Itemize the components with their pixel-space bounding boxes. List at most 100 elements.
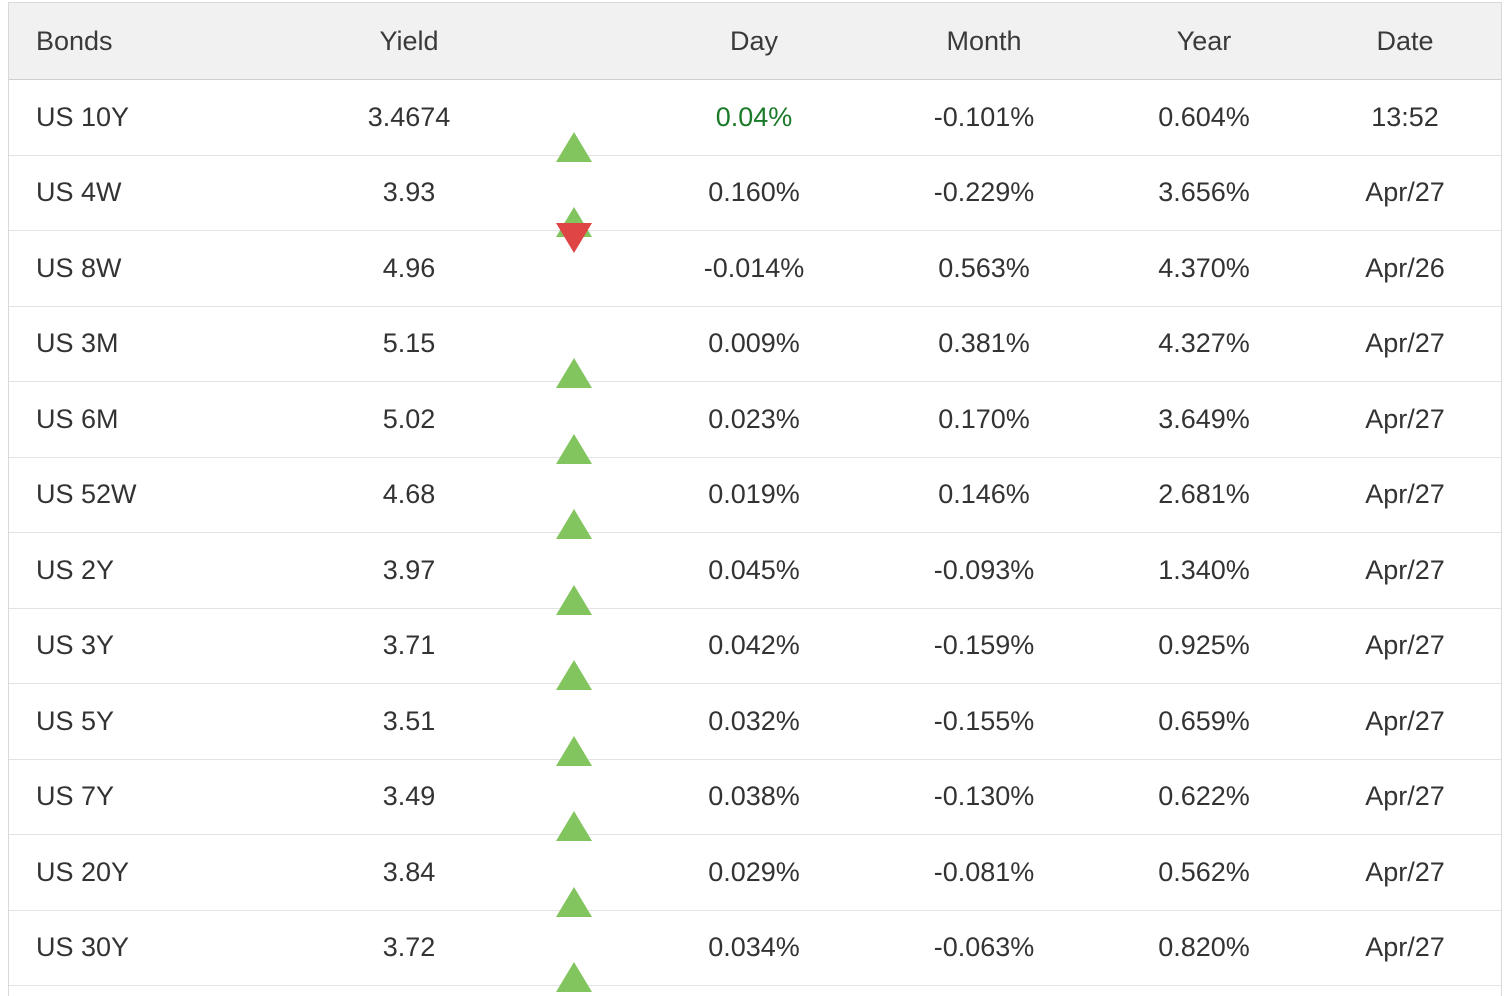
date-cell: 13:52 (1371, 101, 1439, 132)
year-change-cell: 2.681% (1158, 479, 1250, 510)
col-header-year: Year (1176, 25, 1232, 56)
bond-name-cell[interactable]: US 5Y (36, 705, 115, 736)
bond-name-cell[interactable]: US 3Y (36, 630, 115, 661)
year-change-cell: 0.562% (1158, 856, 1250, 887)
date-cell: Apr/26 (1365, 252, 1445, 283)
year-change-cell: 0.604% (1158, 101, 1250, 132)
month-change-cell: -0.063% (933, 932, 1035, 963)
up-arrow-icon (556, 479, 592, 540)
col-header-date: Date (1376, 25, 1434, 56)
up-arrow-icon (556, 781, 592, 842)
month-change-cell: -0.159% (933, 630, 1035, 661)
bond-row[interactable]: US 20Y 3.84 0.029% -0.081% 0.562% Apr/27 (9, 835, 1501, 917)
bond-row[interactable]: US 52W 4.68 0.019% 0.146% 2.681% Apr/27 (9, 457, 1501, 540)
month-change-cell: -0.229% (933, 177, 1035, 208)
bond-row[interactable]: US 2Y 3.97 0.045% -0.093% 1.340% Apr/27 (9, 533, 1501, 615)
day-change-cell: 0.045% (708, 554, 800, 585)
date-cell: Apr/27 (1365, 403, 1445, 434)
bond-name-cell[interactable]: US 52W (36, 479, 137, 510)
bond-name-cell[interactable]: US 3M (36, 328, 119, 359)
table-header-row: Bonds Yield Day Month Year Date (9, 3, 1501, 80)
year-change-cell: 0.925% (1158, 630, 1250, 661)
bond-name-cell[interactable]: US 8W (36, 252, 122, 283)
bond-row[interactable]: US 30Y 3.72 0.034% -0.063% 0.820% Apr/27 (9, 910, 1501, 993)
year-change-cell: 4.327% (1158, 328, 1250, 359)
yield-cell: 3.71 (382, 630, 436, 661)
year-change-cell: 3.649% (1158, 403, 1250, 434)
down-arrow-icon (556, 222, 592, 283)
up-arrow-icon (556, 630, 592, 691)
year-change-cell: 3.656% (1158, 177, 1250, 208)
yield-cell: 4.68 (382, 479, 436, 510)
yield-cell: 5.15 (382, 328, 436, 359)
up-arrow-icon (556, 403, 592, 464)
up-arrow-icon (556, 328, 592, 389)
day-change-cell: 0.04% (715, 101, 793, 132)
day-change-cell: 0.160% (708, 177, 800, 208)
year-change-cell: 0.622% (1158, 781, 1250, 812)
bond-row[interactable]: US 5Y 3.51 0.032% -0.155% 0.659% Apr/27 (9, 684, 1501, 766)
yield-cell: 3.93 (382, 177, 436, 208)
bond-row[interactable]: US 3M 5.15 0.009% 0.381% 4.327% Apr/27 (9, 306, 1501, 389)
bond-row[interactable]: US 6M 5.02 0.023% 0.170% 3.649% Apr/27 (9, 382, 1501, 464)
yield-cell: 5.02 (382, 403, 436, 434)
bond-name-cell[interactable]: US 7Y (36, 781, 115, 812)
up-arrow-icon (556, 856, 592, 917)
date-cell: Apr/27 (1365, 781, 1445, 812)
day-change-cell: 0.029% (708, 856, 800, 887)
date-cell: Apr/27 (1365, 932, 1445, 963)
bonds-table: Bonds Yield Day Month Year Date US 10Y 3… (8, 2, 1502, 996)
year-change-cell: 4.370% (1158, 252, 1250, 283)
bond-name-cell[interactable]: US 4W (36, 177, 122, 208)
bond-row[interactable]: US 3Y 3.71 0.042% -0.159% 0.925% Apr/27 (9, 608, 1501, 691)
up-arrow-icon (556, 101, 592, 162)
day-change-cell: 0.038% (708, 781, 800, 812)
bond-name-cell[interactable]: US 2Y (36, 554, 115, 585)
day-change-cell: 0.019% (708, 479, 800, 510)
up-arrow-icon (556, 554, 592, 615)
yield-cell: 3.4674 (367, 101, 451, 132)
day-change-cell: 0.042% (708, 630, 800, 661)
bond-row[interactable]: US 8W 4.96 -0.014% 0.563% 4.370% Apr/26 (9, 222, 1501, 307)
yield-cell: 3.72 (382, 932, 436, 963)
bond-row[interactable]: US 10Y 3.4674 0.04% -0.101% 0.604% 13:52 (9, 80, 1501, 162)
month-change-cell: 0.381% (938, 328, 1030, 359)
col-header-bonds: Bonds (36, 25, 113, 56)
day-change-cell: 0.023% (708, 403, 800, 434)
cropped-next-row (9, 986, 1501, 996)
year-change-cell: 1.340% (1158, 554, 1250, 585)
day-change-cell: 0.009% (708, 328, 800, 359)
yield-cell: 4.96 (382, 252, 436, 283)
yield-cell: 3.51 (382, 705, 436, 736)
date-cell: Apr/27 (1365, 856, 1445, 887)
bond-row[interactable]: US 7Y 3.49 0.038% -0.130% 0.622% Apr/27 (9, 759, 1501, 842)
up-arrow-icon (556, 705, 592, 766)
yield-cell: 3.84 (382, 856, 436, 887)
date-cell: Apr/27 (1365, 479, 1445, 510)
day-change-cell: 0.034% (708, 932, 800, 963)
table-body: US 10Y 3.4674 0.04% -0.101% 0.604% 13:52… (9, 80, 1501, 993)
year-change-cell: 0.820% (1158, 932, 1250, 963)
col-header-day: Day (729, 25, 778, 56)
bond-name-cell[interactable]: US 20Y (36, 856, 130, 887)
month-change-cell: -0.101% (933, 101, 1035, 132)
date-cell: Apr/27 (1365, 177, 1445, 208)
up-arrow-icon (556, 932, 592, 993)
year-change-cell: 0.659% (1158, 705, 1250, 736)
date-cell: Apr/27 (1365, 630, 1445, 661)
col-header-yield: Yield (379, 25, 439, 56)
day-change-cell: 0.032% (708, 705, 800, 736)
date-cell: Apr/27 (1365, 705, 1445, 736)
month-change-cell: 0.146% (938, 479, 1030, 510)
yield-cell: 3.97 (382, 554, 436, 585)
month-change-cell: -0.130% (933, 781, 1035, 812)
bond-row[interactable]: US 4W 3.93 0.160% -0.229% 3.656% Apr/27 (9, 155, 1501, 238)
bond-name-cell[interactable]: US 6M (36, 403, 119, 434)
yield-cell: 3.49 (382, 781, 436, 812)
date-cell: Apr/27 (1365, 554, 1445, 585)
bond-name-cell[interactable]: US 10Y (36, 101, 130, 132)
month-change-cell: -0.155% (933, 705, 1035, 736)
col-header-month: Month (946, 25, 1022, 56)
day-change-cell: -0.014% (703, 252, 805, 283)
bond-name-cell[interactable]: US 30Y (36, 932, 130, 963)
